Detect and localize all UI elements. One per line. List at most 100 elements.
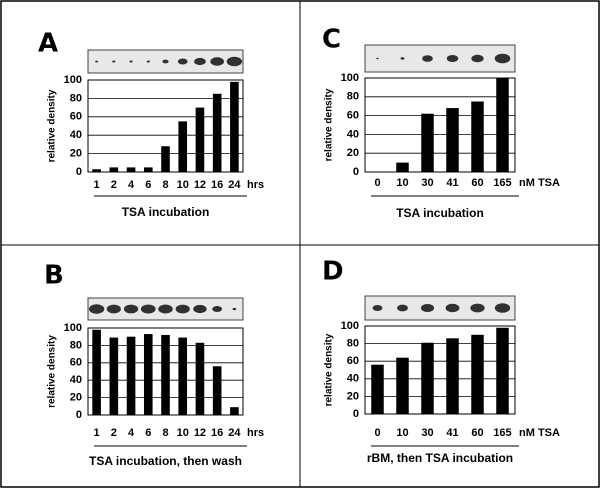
x-tick-label: 24 <box>228 179 241 191</box>
bar <box>496 327 509 414</box>
bar <box>212 93 222 172</box>
x-tick-label: 60 <box>471 177 483 189</box>
bar <box>109 337 119 415</box>
x-tick-label: 30 <box>421 177 433 189</box>
bar <box>161 334 170 415</box>
panel-letter: A <box>38 29 58 59</box>
blot-spot <box>212 305 223 313</box>
bar <box>178 121 188 172</box>
x-tick-label: 4 <box>128 179 135 191</box>
y-tick-label: 100 <box>341 320 359 332</box>
bar <box>371 364 384 414</box>
blot-spot <box>420 303 435 313</box>
bar <box>143 167 153 172</box>
bar <box>109 167 119 172</box>
blot-spot <box>112 60 116 63</box>
blot-spot <box>400 57 405 60</box>
blot-spot <box>446 54 459 63</box>
bar <box>421 342 434 414</box>
blot-spot <box>210 57 224 66</box>
bar <box>230 81 239 172</box>
bar <box>230 407 239 415</box>
y-axis-label: relative density <box>47 89 58 162</box>
x-tick-label: 8 <box>162 179 168 191</box>
blot-spot <box>470 303 485 313</box>
y-axis-label: relative density <box>47 335 58 408</box>
panel-letter: B <box>44 261 64 291</box>
bar <box>126 336 136 415</box>
x-tick-label: 1 <box>94 427 100 439</box>
x-axis-label: TSA incubation, then wash <box>89 454 242 468</box>
x-tick-label: 10 <box>177 427 189 439</box>
x-tick-label: 0 <box>374 427 380 439</box>
blot-spot <box>494 303 511 313</box>
blot-spot <box>95 60 99 63</box>
bar <box>396 357 409 414</box>
bar <box>195 107 205 172</box>
y-axis-label: relative density <box>324 333 335 406</box>
blot-spot <box>158 304 173 314</box>
x-tick-label: 16 <box>211 179 223 191</box>
blot-spot <box>445 303 460 313</box>
bar <box>161 146 170 172</box>
blot-spot <box>106 304 121 314</box>
x-tick-label: 10 <box>177 179 189 191</box>
x-axis-label: rBM, then TSA incubation <box>367 451 513 465</box>
blot-spot <box>226 56 243 67</box>
y-tick-label: 0 <box>76 166 82 178</box>
blot-spot <box>194 57 206 66</box>
y-tick-label: 80 <box>70 339 82 351</box>
bar <box>496 78 509 172</box>
blot-spot <box>397 304 408 312</box>
x-tick-label: 41 <box>446 427 458 439</box>
y-tick-label: 80 <box>70 92 82 104</box>
x-tick-label: 24 <box>228 427 241 439</box>
x-tick-label: 6 <box>145 179 151 191</box>
bar <box>92 169 101 172</box>
blot-spot <box>193 304 207 314</box>
y-tick-label: 100 <box>341 72 359 84</box>
x-tick-label: 2 <box>111 179 117 191</box>
y-tick-label: 0 <box>353 166 359 178</box>
blot-spot <box>175 304 190 314</box>
blot-spot <box>129 60 133 63</box>
x-tick-label: 30 <box>421 427 433 439</box>
bar <box>92 329 101 415</box>
x-tick-label: 41 <box>446 177 458 189</box>
x-unit: hrs <box>247 427 264 439</box>
y-tick-label: 20 <box>347 147 359 159</box>
y-tick-label: 40 <box>347 128 359 140</box>
x-tick-label: 1 <box>94 179 100 191</box>
x-tick-label: 12 <box>194 427 206 439</box>
y-tick-label: 60 <box>347 355 359 367</box>
x-tick-label: 10 <box>396 177 408 189</box>
panel-letter: D <box>322 257 344 287</box>
x-unit: hrs <box>247 179 264 191</box>
y-tick-label: 20 <box>347 390 359 402</box>
x-unit: nM TSA <box>519 427 560 439</box>
x-tick-label: 10 <box>396 427 408 439</box>
blot-spot <box>88 304 105 314</box>
y-tick-label: 80 <box>347 91 359 103</box>
bar <box>178 337 188 415</box>
y-tick-label: 40 <box>70 374 82 386</box>
y-tick-label: 20 <box>70 148 82 160</box>
blot-spot <box>376 57 379 60</box>
blot-spot <box>422 55 433 62</box>
y-tick-label: 40 <box>70 129 82 141</box>
y-tick-label: 100 <box>64 74 82 86</box>
x-tick-label: 60 <box>471 427 483 439</box>
blot <box>364 295 516 321</box>
x-axis-label: TSA incubation <box>122 205 210 219</box>
y-tick-label: 0 <box>76 409 82 421</box>
bar <box>396 162 409 172</box>
blot-spot <box>494 53 511 64</box>
blot-spot <box>146 60 150 63</box>
bar <box>446 108 459 172</box>
x-tick-label: 12 <box>194 179 206 191</box>
y-axis-label: relative density <box>324 88 335 161</box>
bar <box>471 101 484 172</box>
bar <box>471 334 484 414</box>
x-unit: nM TSA <box>519 177 560 189</box>
